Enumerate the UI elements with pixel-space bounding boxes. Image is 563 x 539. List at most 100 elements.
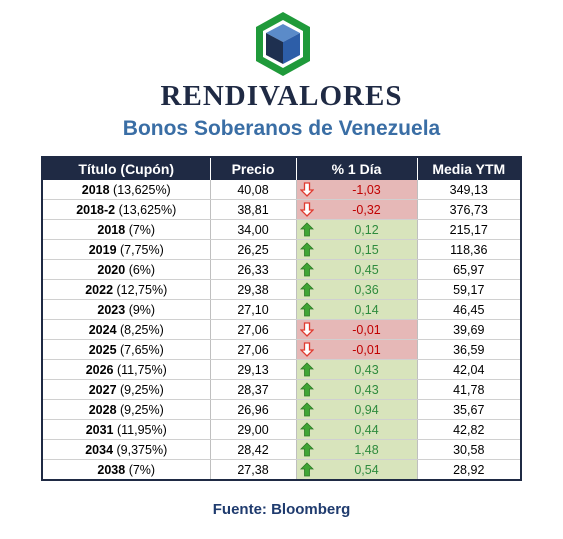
bond-change-value: 0,43 — [354, 362, 379, 377]
red-down-arrow-icon — [298, 322, 315, 337]
bond-ytm: 215,17 — [416, 219, 521, 240]
bond-ytm: 28,92 — [416, 459, 521, 481]
bond-price: 29,00 — [209, 419, 296, 440]
bond-title: 2018 (13,625%) — [42, 180, 210, 200]
bond-price: 26,25 — [209, 239, 296, 260]
bond-year: 2025 — [88, 342, 117, 357]
bond-price: 26,96 — [209, 399, 296, 420]
bond-change-value: 0,36 — [354, 282, 379, 297]
table-row: 2024 (8,25%) 27,06 -0,01 39,69 — [42, 319, 521, 340]
green-up-arrow-icon — [299, 222, 314, 237]
bond-change: 0,43 — [295, 359, 417, 380]
bond-change-value: -1,03 — [352, 182, 381, 197]
bond-change-value: -0,32 — [352, 202, 381, 217]
bond-coupon: (7%) — [125, 222, 156, 237]
table-row: 2018-2 (13,625%) 38,81 -0,32 376,73 — [42, 199, 521, 220]
bond-coupon: (9,25%) — [116, 382, 164, 397]
bond-ytm: 36,59 — [416, 339, 521, 360]
column-header-ytm: Media YTM — [416, 157, 521, 180]
bond-change-value: -0,01 — [352, 322, 381, 337]
table-row: 2034 (9,375%) 28,42 1,48 30,58 — [42, 439, 521, 460]
column-header-title: Título (Cupón) — [42, 157, 210, 180]
green-up-arrow-icon — [299, 422, 314, 437]
bond-ytm: 349,13 — [416, 180, 521, 200]
bond-title: 2023 (9%) — [42, 299, 210, 320]
bond-price: 26,33 — [209, 259, 296, 280]
bond-change: 0,43 — [295, 379, 417, 400]
table-row: 2038 (7%) 27,38 0,54 28,92 — [42, 459, 521, 481]
bonds-table: Título (Cupón) Precio % 1 Día Media YTM … — [41, 156, 522, 481]
brand-name: RENDIVALORES — [160, 80, 403, 112]
bond-year: 2038 — [97, 462, 126, 477]
table-row: 2019 (7,75%) 26,25 0,15 118,36 — [42, 239, 521, 260]
bond-coupon: (7,75%) — [116, 242, 164, 257]
bond-coupon: (8,25%) — [116, 322, 164, 337]
green-up-arrow-icon — [299, 462, 314, 477]
bond-title: 2034 (9,375%) — [42, 439, 210, 460]
bond-change: -1,03 — [295, 180, 417, 200]
red-down-arrow-icon — [298, 182, 315, 197]
bond-change-value: 0,45 — [354, 262, 379, 277]
bond-year: 2018 — [97, 222, 126, 237]
green-up-arrow-icon — [299, 282, 314, 297]
bond-coupon: (9,375%) — [113, 442, 168, 457]
bond-price: 29,38 — [209, 279, 296, 300]
green-up-arrow-icon — [299, 402, 314, 417]
bond-title: 2020 (6%) — [42, 259, 210, 280]
table-row: 2022 (12,75%) 29,38 0,36 59,17 — [42, 279, 521, 300]
column-header-price: Precio — [209, 157, 296, 180]
green-up-arrow-icon — [299, 362, 314, 377]
green-up-arrow-icon — [299, 442, 314, 457]
bond-price: 27,10 — [209, 299, 296, 320]
bond-change-value: 0,94 — [354, 402, 379, 417]
bond-coupon: (12,75%) — [113, 282, 168, 297]
bond-ytm: 42,82 — [416, 419, 521, 440]
bond-year: 2031 — [85, 422, 114, 437]
bond-coupon: (7,65%) — [116, 342, 164, 357]
bond-price: 40,08 — [209, 180, 296, 200]
bond-title: 2018 (7%) — [42, 219, 210, 240]
bond-title: 2024 (8,25%) — [42, 319, 210, 340]
bond-change: -0,01 — [295, 319, 417, 340]
bond-ytm: 39,69 — [416, 319, 521, 340]
bond-year: 2020 — [97, 262, 126, 277]
bond-title: 2025 (7,65%) — [42, 339, 210, 360]
bond-price: 28,37 — [209, 379, 296, 400]
bond-price: 27,38 — [209, 459, 296, 481]
bond-year: 2034 — [85, 442, 114, 457]
bond-change: 1,48 — [295, 439, 417, 460]
bond-change-value: 1,48 — [354, 442, 379, 457]
bond-change-value: 0,43 — [354, 382, 379, 397]
bond-title: 2038 (7%) — [42, 459, 210, 481]
bond-change-value: -0,01 — [352, 342, 381, 357]
bond-change: 0,44 — [295, 419, 417, 440]
bond-year: 2018 — [81, 182, 110, 197]
bond-year: 2028 — [88, 402, 117, 417]
bond-change: 0,94 — [295, 399, 417, 420]
bond-coupon: (11,75%) — [113, 362, 167, 377]
bond-change: -0,01 — [295, 339, 417, 360]
bond-change-value: 0,14 — [354, 302, 379, 317]
green-up-arrow-icon — [299, 262, 314, 277]
bond-change: 0,12 — [295, 219, 417, 240]
green-up-arrow-icon — [299, 382, 314, 397]
page-title: Bonos Soberanos de Venezuela — [122, 117, 441, 140]
bond-ytm: 59,17 — [416, 279, 521, 300]
bond-year: 2024 — [88, 322, 117, 337]
bond-change: 0,14 — [295, 299, 417, 320]
bond-change: -0,32 — [295, 199, 417, 220]
red-down-arrow-icon — [298, 342, 315, 357]
table-row: 2020 (6%) 26,33 0,45 65,97 — [42, 259, 521, 280]
table-header-row: Título (Cupón) Precio % 1 Día Media YTM — [42, 157, 521, 180]
table-row: 2018 (13,625%) 40,08 -1,03 349,13 — [42, 180, 521, 200]
bond-coupon: (13,625%) — [109, 182, 171, 197]
bond-coupon: (13,625%) — [115, 202, 177, 217]
bond-title: 2018-2 (13,625%) — [42, 199, 210, 220]
table-row: 2026 (11,75%) 29,13 0,43 42,04 — [42, 359, 521, 380]
bond-ytm: 118,36 — [416, 239, 521, 260]
bond-price: 38,81 — [209, 199, 296, 220]
bond-change: 0,54 — [295, 459, 417, 481]
bond-coupon: (7%) — [125, 462, 156, 477]
red-down-arrow-icon — [298, 202, 315, 217]
bond-ytm: 376,73 — [416, 199, 521, 220]
